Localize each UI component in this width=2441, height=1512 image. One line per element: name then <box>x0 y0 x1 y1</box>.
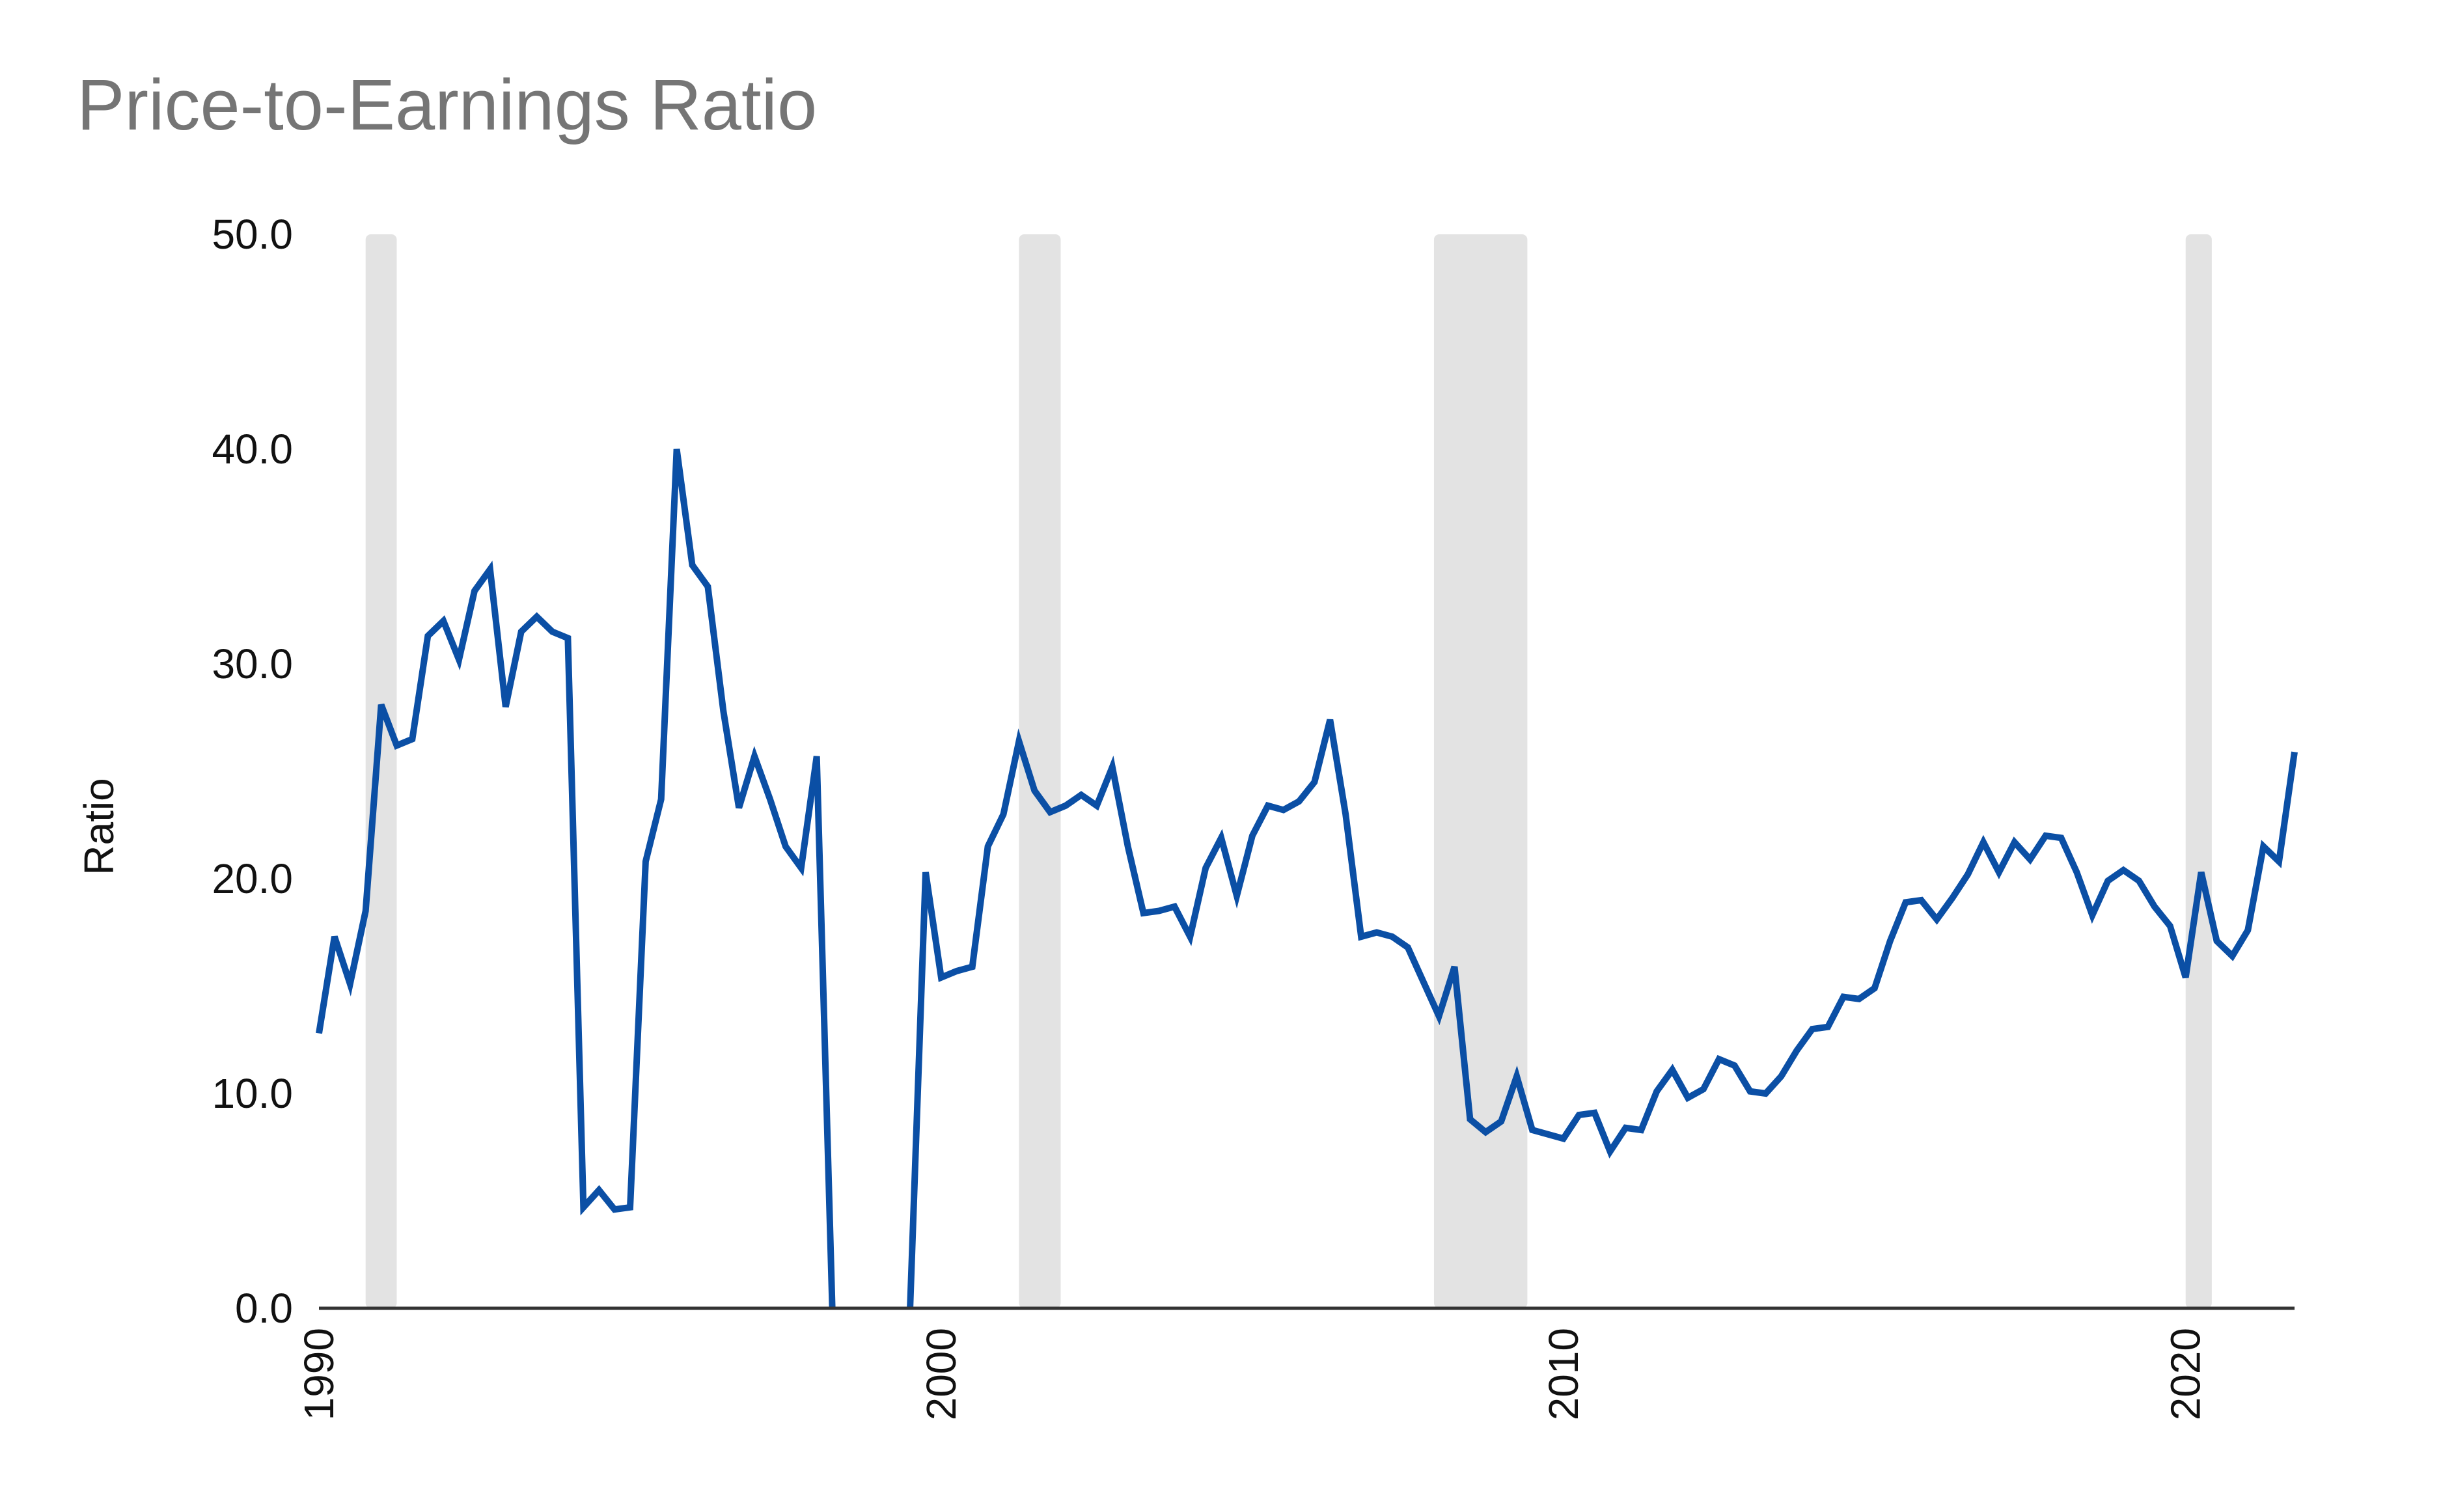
y-tick-label: 10.0 <box>212 1070 293 1117</box>
recession-band <box>2185 234 2212 1308</box>
y-axis-label: Ratio <box>76 778 122 875</box>
x-tick-label: 2020 <box>2162 1328 2209 1420</box>
x-axis-tick-labels: 1990 2000 2010 2020 <box>296 1328 2209 1420</box>
x-tick-label: 1990 <box>296 1328 342 1420</box>
x-tick-label: 2010 <box>1540 1328 1587 1420</box>
y-tick-label: 0.0 <box>235 1285 293 1332</box>
y-axis-tick-labels: 0.0 10.0 20.0 30.0 40.0 50.0 <box>212 211 293 1332</box>
series-layer <box>316 448 2298 1309</box>
y-tick-label: 20.0 <box>212 855 293 902</box>
y-tick-label: 50.0 <box>212 211 293 258</box>
recession-band <box>1019 234 1061 1308</box>
recession-band <box>365 234 397 1308</box>
chart-title: Price-to-Earnings Ratio <box>77 65 818 145</box>
x-tick-label: 2000 <box>918 1328 965 1420</box>
recession-bands <box>365 234 2212 1308</box>
series-line <box>316 448 2298 1309</box>
recession-band <box>1433 234 1528 1308</box>
y-tick-label: 40.0 <box>212 426 293 473</box>
y-tick-label: 30.0 <box>212 640 293 687</box>
